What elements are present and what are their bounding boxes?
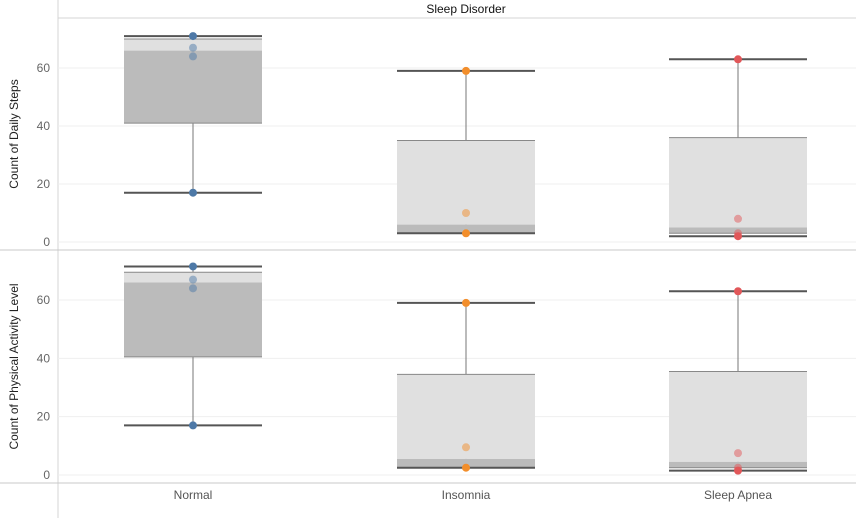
box-lower xyxy=(124,282,262,357)
data-point xyxy=(734,287,742,296)
data-point xyxy=(734,466,742,475)
box-sleep-apnea xyxy=(669,58,807,238)
data-point xyxy=(189,52,197,61)
column-header: Sleep Disorder xyxy=(426,2,505,16)
y-tick-label: 60 xyxy=(37,293,51,307)
y-tick-label: 20 xyxy=(37,177,51,191)
y-tick-label: 40 xyxy=(37,119,51,133)
y-tick-label: 60 xyxy=(37,61,51,75)
data-point xyxy=(189,262,197,271)
panel-1: 0 20 40 60 Count of Daily Steps xyxy=(7,32,856,249)
y-tick-label: 0 xyxy=(43,468,50,482)
data-point xyxy=(189,188,197,197)
x-axis: Normal Insomnia Sleep Apnea xyxy=(174,488,773,502)
data-point xyxy=(189,275,197,284)
data-point xyxy=(462,463,470,472)
data-point xyxy=(189,32,197,41)
box-lower xyxy=(124,50,262,124)
data-point xyxy=(462,66,470,75)
data-point xyxy=(734,449,742,458)
y-tick-label: 40 xyxy=(37,351,51,365)
box-upper xyxy=(669,137,807,228)
data-point xyxy=(189,284,197,293)
data-point xyxy=(462,298,470,307)
panels: 0 20 40 60 Count of Daily Steps 0 20 40 60 Count … xyxy=(7,32,856,482)
y-tick-label: 20 xyxy=(37,410,51,424)
data-point xyxy=(462,229,470,238)
box-lower xyxy=(397,224,535,234)
y-axis-label: Count of Daily Steps xyxy=(7,79,21,188)
box-lower xyxy=(397,458,535,468)
x-tick-label: Insomnia xyxy=(442,488,491,502)
data-point xyxy=(734,232,742,241)
box-sleep-apnea xyxy=(669,290,807,472)
box-insomnia xyxy=(397,301,535,469)
data-point xyxy=(189,43,197,52)
box-upper xyxy=(669,371,807,462)
panel-2: 0 20 40 60 Count of Physical Activity Level xyxy=(7,262,856,482)
data-point xyxy=(462,443,470,452)
box-insomnia xyxy=(397,69,535,235)
y-axis-label: Count of Physical Activity Level xyxy=(7,283,21,449)
data-point xyxy=(734,214,742,223)
y-tick-label: 0 xyxy=(43,235,50,249)
x-tick-label: Normal xyxy=(174,488,213,502)
data-point xyxy=(189,421,197,430)
data-point xyxy=(734,55,742,64)
data-point xyxy=(462,209,470,217)
x-tick-label: Sleep Apnea xyxy=(704,488,772,502)
